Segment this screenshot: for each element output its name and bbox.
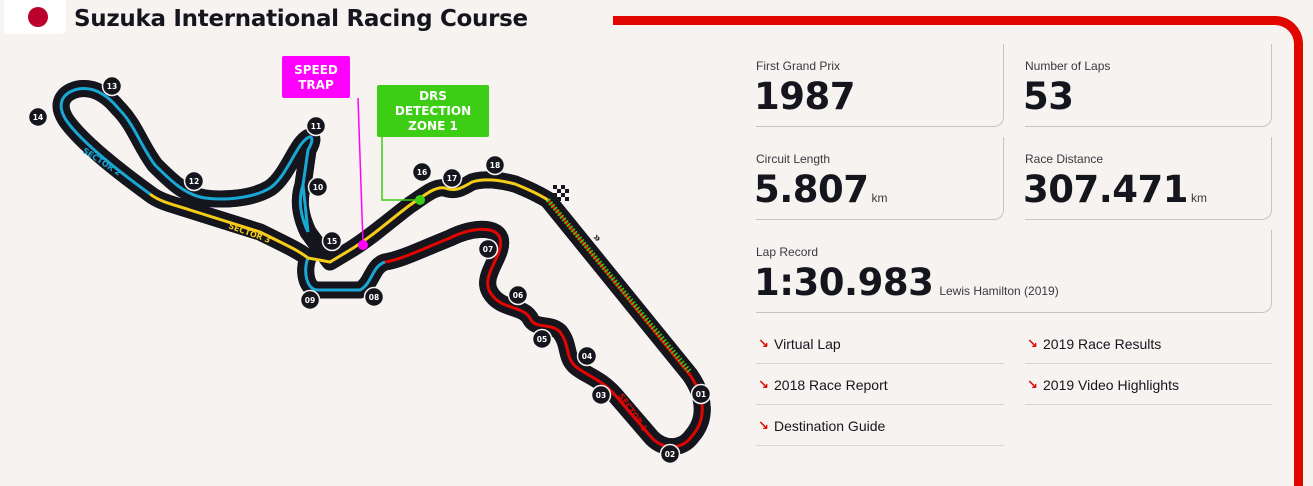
race-results-link[interactable]: ↘ 2019 Race Results (1025, 324, 1272, 364)
turn-marker: 14 (27, 106, 49, 128)
speed-trap-marker: SPEED TRAP (282, 56, 350, 98)
turn-marker: 10 (307, 176, 329, 198)
svg-text:11: 11 (311, 122, 321, 131)
virtual-lap-link[interactable]: ↘ Virtual Lap (756, 324, 1004, 364)
stat-value: 1:30.983 Lewis Hamilton (2019) (754, 261, 1059, 304)
arrow-icon: ↘ (758, 376, 769, 392)
destination-guide-link[interactable]: ↘ Destination Guide (756, 406, 1004, 446)
svg-text:17: 17 (447, 174, 457, 183)
turn-marker: 02 (659, 443, 681, 465)
svg-text:10: 10 (313, 183, 323, 192)
stat-label: First Grand Prix (756, 59, 841, 73)
turn-marker: 12 (183, 170, 205, 192)
stat-unit: km (1191, 191, 1208, 205)
turn-marker: 17 (441, 167, 463, 189)
turn-marker: 05 (531, 328, 553, 350)
turn-marker: 11 (305, 115, 327, 137)
svg-text:08: 08 (369, 293, 379, 302)
stat-number-of-laps: Number of Laps 53 (1023, 44, 1272, 127)
stat-circuit-length: Circuit Length 5.807 km (754, 137, 1004, 220)
svg-text:02: 02 (665, 450, 675, 459)
svg-text:SPEED: SPEED (294, 63, 338, 77)
stat-value: 307.471 km (1023, 168, 1208, 211)
stat-first-grand-prix: First Grand Prix 1987 (754, 44, 1004, 127)
stat-lap-record: Lap Record 1:30.983 Lewis Hamilton (2019) (754, 230, 1272, 313)
turn-marker: 03 (590, 384, 612, 406)
turn-marker: 09 (299, 289, 321, 311)
turn-marker: 15 (321, 230, 343, 252)
circuit-map: » SECTOR 1 SECTOR 2 SECTOR 3 SPEED TRAP … (27, 56, 712, 465)
svg-text:13: 13 (107, 82, 117, 91)
turn-marker: 13 (101, 75, 123, 97)
lap-record-holder: Lewis Hamilton (2019) (939, 284, 1059, 298)
video-highlights-link[interactable]: ↘ 2019 Video Highlights (1025, 365, 1272, 405)
svg-text:ZONE 1: ZONE 1 (408, 119, 458, 133)
arrow-icon: ↘ (1027, 335, 1038, 351)
japan-flag-icon (4, 0, 66, 34)
stat-race-distance: Race Distance 307.471 km (1023, 137, 1272, 220)
race-report-link[interactable]: ↘ 2018 Race Report (756, 365, 1004, 405)
turn-marker: 18 (484, 154, 506, 176)
arrow-icon: ↘ (758, 335, 769, 351)
page-title: Suzuka International Racing Course (74, 6, 528, 32)
svg-text:DRS: DRS (419, 89, 447, 103)
svg-text:06: 06 (513, 291, 523, 300)
svg-text:15: 15 (327, 237, 337, 246)
turn-marker: 01 (690, 383, 712, 405)
svg-text:01: 01 (696, 390, 706, 399)
arrow-icon: ↘ (1027, 376, 1038, 392)
header-accent-line (613, 16, 1303, 486)
svg-text:18: 18 (490, 161, 500, 170)
svg-text:12: 12 (189, 177, 199, 186)
svg-text:04: 04 (582, 352, 592, 361)
svg-text:TRAP: TRAP (298, 78, 334, 92)
svg-text:07: 07 (483, 245, 493, 254)
svg-text:09: 09 (305, 296, 315, 305)
stat-unit: km (871, 191, 888, 205)
stat-label: Circuit Length (756, 152, 831, 166)
arrow-icon: ↘ (758, 417, 769, 433)
turn-marker: 06 (507, 284, 529, 306)
stat-label: Race Distance (1025, 152, 1104, 166)
svg-text:16: 16 (417, 168, 427, 177)
svg-text:05: 05 (537, 335, 547, 344)
stat-value: 1987 (754, 75, 855, 118)
turn-marker: 04 (576, 345, 598, 367)
stat-value: 5.807 km (754, 168, 888, 211)
turn-marker: 16 (411, 161, 433, 183)
turn-marker: 07 (477, 238, 499, 260)
svg-text:03: 03 (596, 391, 606, 400)
stat-label: Lap Record (756, 245, 819, 259)
stat-label: Number of Laps (1025, 59, 1111, 73)
svg-text:14: 14 (33, 113, 43, 122)
turn-marker: 08 (363, 286, 385, 308)
stat-value: 53 (1023, 75, 1074, 118)
svg-text:DETECTION: DETECTION (395, 104, 471, 118)
drs-detection-marker: DRS DETECTION ZONE 1 (377, 85, 489, 137)
